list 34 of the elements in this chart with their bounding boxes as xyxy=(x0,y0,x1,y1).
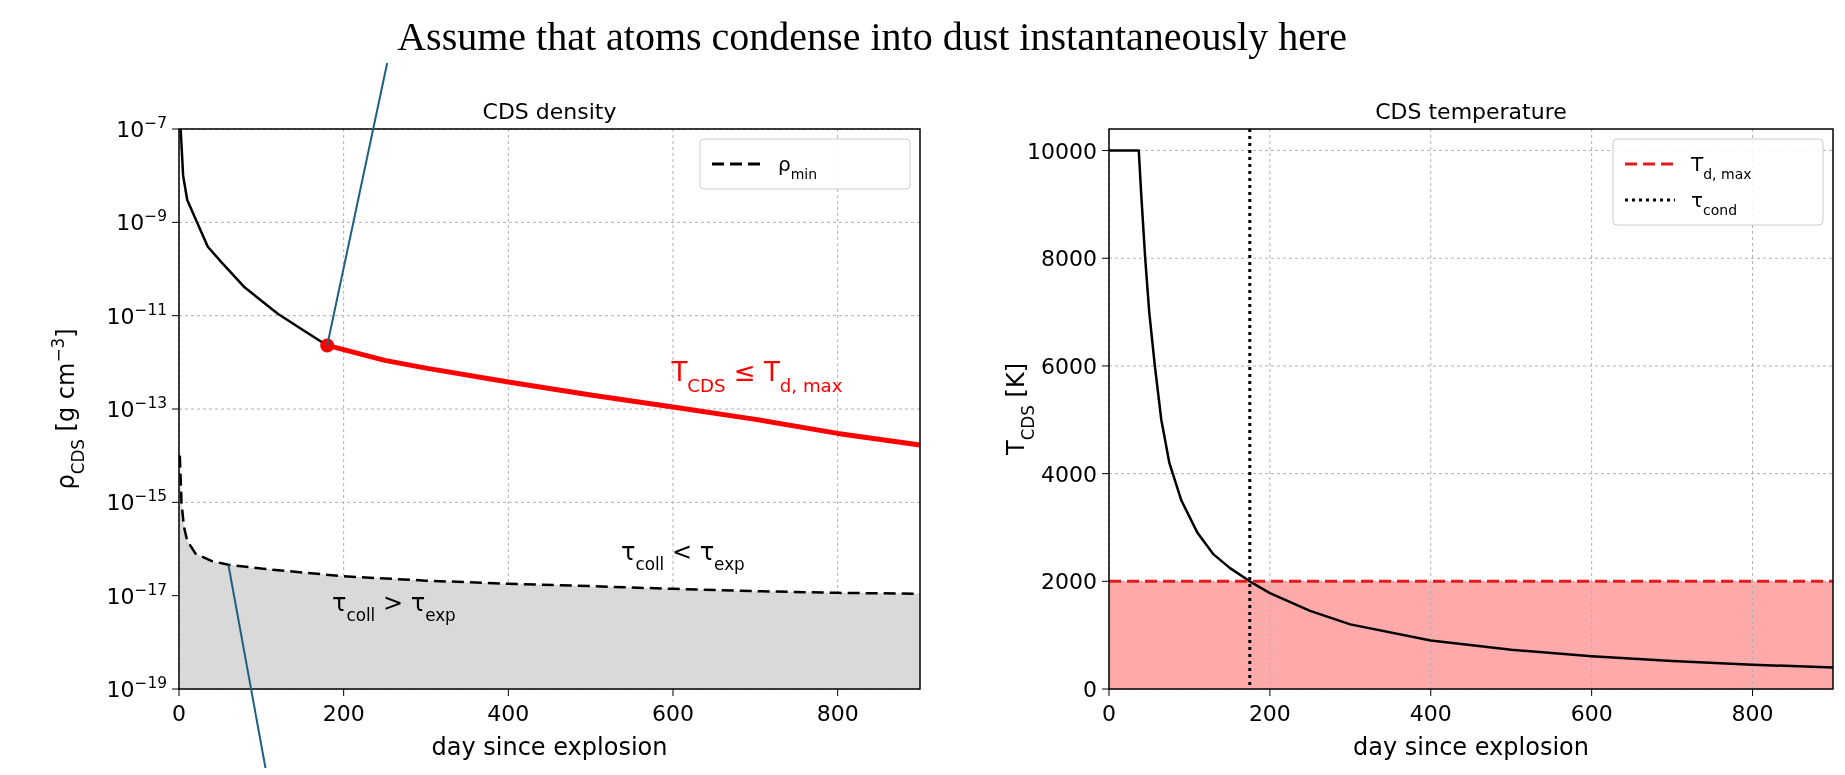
x-tick-label: 800 xyxy=(816,701,859,726)
y-tick-label: 8000 xyxy=(1041,246,1097,272)
chart-title: CDS temperature xyxy=(1375,99,1567,124)
annotation: τ$_{coll}$ > τ$_{exp}$ xyxy=(332,588,456,625)
y-tick-label: 10$^{−11}$ xyxy=(106,300,167,329)
x-tick-label: 0 xyxy=(172,701,186,726)
annotation: τ$_{coll}$ < τ$_{exp}$ xyxy=(621,538,745,575)
ref-line-label: τ$_{cond}$ xyxy=(1691,188,1738,218)
y-tick-label: 10000 xyxy=(1027,138,1097,164)
y-tick-label: 10$^{−15}$ xyxy=(106,487,167,516)
x-tick-label: 400 xyxy=(1409,701,1452,726)
y-tick-label: 4000 xyxy=(1041,461,1097,487)
y-tick-label: 10$^{−9}$ xyxy=(116,207,167,236)
chart-title: CDS density xyxy=(482,99,617,124)
x-tick-label: 600 xyxy=(652,701,694,726)
x-tick-label: 0 xyxy=(1102,701,1116,726)
x-tick-label: 800 xyxy=(1731,701,1774,726)
y-tick-label: 10$^{−19}$ xyxy=(106,674,167,702)
y-tick-label: 10$^{−13}$ xyxy=(106,394,167,422)
x-tick-label: 400 xyxy=(487,701,530,726)
legend-label: ρ$_{min}$ xyxy=(778,152,818,182)
y-tick-label: 10$^{−17}$ xyxy=(106,580,167,609)
x-axis-title: day since explosion xyxy=(1353,733,1589,761)
x-tick-label: 200 xyxy=(322,701,365,726)
x-tick-label: 600 xyxy=(1570,701,1613,726)
annotation: Assume that atoms condense into dust instantaneously here xyxy=(397,14,1348,59)
y-tick-label: 10$^{−7}$ xyxy=(116,114,167,142)
y-tick-label: 0 xyxy=(1083,677,1097,702)
legend-label: T$_{d, max}$ xyxy=(1690,152,1752,182)
y-tick-label: 2000 xyxy=(1041,569,1097,595)
annotation: T$_{CDS}$ ≤ T$_{d, max}$ xyxy=(670,357,843,396)
x-axis-title: day since explosion xyxy=(431,733,668,761)
y-tick-label: 6000 xyxy=(1041,353,1097,379)
x-tick-label: 200 xyxy=(1248,701,1291,726)
